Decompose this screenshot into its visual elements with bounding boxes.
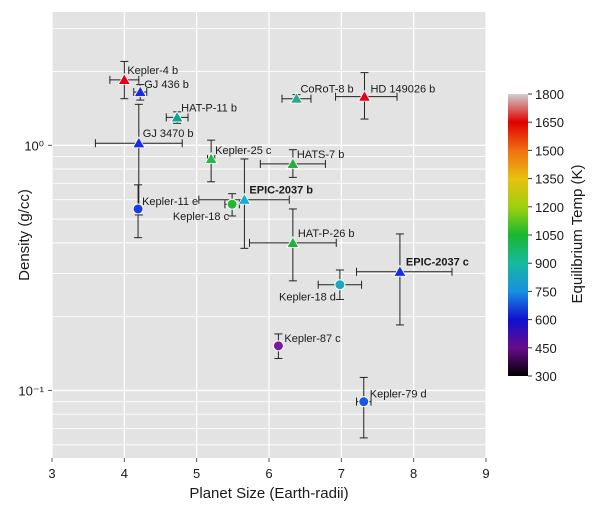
colorbar-tick-label: 1800 [535,87,564,102]
colorbar-title: Equilibrium Temp (K) [569,165,586,304]
x-tick-label: 8 [410,466,417,481]
data-point-triangle [117,73,132,85]
colorbar-tick-label: 1500 [535,143,564,158]
point-label: Kepler-25 c [215,145,272,157]
point-label: Kepler-11 e [142,196,198,208]
data-point-circle [272,340,284,352]
data-markers [117,73,407,408]
point-label: HD 149026 b [370,84,435,96]
x-axis-title: Planet Size (Earth-radii) [189,485,348,502]
point-label: CoRoT-8 b [300,84,353,96]
colorbar [508,94,528,376]
colorbar-tick-label: 1200 [535,200,564,215]
data-point-triangle [132,136,146,149]
y-tick-label: 10⁻¹ [18,383,44,398]
point-label: HATS-7 b [297,149,344,161]
point-label: Kepler-18 c [173,211,230,223]
x-tick-label: 5 [193,466,200,481]
x-tick-label: 6 [265,466,272,481]
point-label: GJ 3470 b [143,128,194,140]
colorbar-tick-label: 900 [535,256,557,271]
data-point-triangle [289,91,304,104]
colorbar-tick-label: 750 [535,284,557,299]
data-point-triangle [357,89,372,102]
point-label: EPIC-2037 b [249,185,313,197]
data-point-triangle [237,192,252,205]
x-tick-label: 4 [121,466,128,481]
colorbar-tick-label: 1650 [535,115,564,130]
x-tick-label: 7 [338,466,345,481]
data-point-triangle [393,264,407,277]
y-axis-ticks: 10⁰ 10⁻¹ [18,138,52,398]
data-point-triangle [133,85,147,97]
point-label: Kepler-87 c [284,333,341,345]
point-labels: Kepler-4 b GJ 436 b HAT-P-11 b GJ 3470 b Kep… [127,65,469,401]
data-point-triangle [170,110,184,123]
y-tick-label: 10⁰ [24,138,44,153]
point-label: EPIC-2037 c [406,257,469,269]
point-label: Kepler-79 d [370,389,427,401]
data-point-triangle [204,152,218,164]
colorbar-tick-label: 1350 [535,172,564,187]
colorbar-tick-label: 1050 [535,228,564,243]
point-label: Kepler-4 b [127,65,178,77]
data-point-triangle [286,157,300,169]
data-point-circle [358,396,370,408]
x-tick-label: 3 [48,466,55,481]
point-label: GJ 436 b [144,79,189,91]
x-tick-label: 9 [482,466,489,481]
x-axis-ticks: 3 4 5 6 7 8 9 [48,458,490,481]
data-point-circle [132,203,144,215]
colorbar-tick-label: 450 [535,341,557,356]
y-axis-title: Density (g/cc) [16,189,33,281]
colorbar-tick-label: 600 [535,313,557,328]
point-label: HAT-P-26 b [298,228,355,240]
data-point-triangle [286,236,300,248]
data-point-circle [226,198,238,210]
data-point-circle [334,279,346,291]
point-label: HAT-P-11 b [181,102,237,114]
colorbar-ticks: 1800 1650 1500 1350 1200 1050 900 750 600 450 300 [528,87,564,384]
point-label: Kepler-18 d [279,292,336,304]
colorbar-tick-label: 300 [535,369,557,384]
